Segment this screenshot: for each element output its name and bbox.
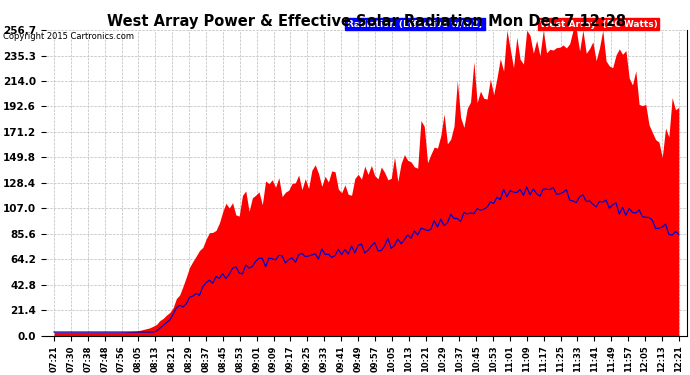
Title: West Array Power & Effective Solar Radiation Mon Dec 7 12:28: West Array Power & Effective Solar Radia… <box>107 14 626 29</box>
Text: Radiation (Effective w/m2): Radiation (Effective w/m2) <box>347 20 483 28</box>
Text: West Array  (DC Watts): West Array (DC Watts) <box>540 20 658 28</box>
Text: Copyright 2015 Cartronics.com: Copyright 2015 Cartronics.com <box>3 32 135 41</box>
